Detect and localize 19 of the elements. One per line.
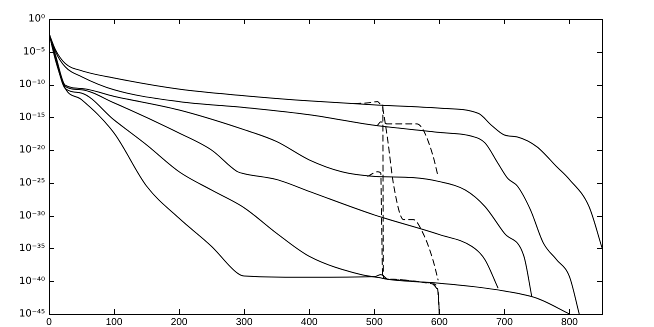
- y-tick-label: 10⁻³⁰: [18, 210, 45, 222]
- y-tick-label: 10⁻⁴⁰: [18, 276, 45, 287]
- y-tick-label: 10⁻¹⁵: [18, 112, 45, 123]
- y-tick-label: 10⁻²⁵: [18, 177, 45, 188]
- x-tick-label: 0: [46, 316, 52, 327]
- x-tick-label: 600: [431, 316, 448, 327]
- x-tick-label: 800: [561, 316, 578, 327]
- x-tick-label: 300: [236, 316, 253, 327]
- x-tick-label: 400: [300, 316, 318, 327]
- y-tick-label: 10⁻⁴⁵: [18, 308, 45, 320]
- x-tick-label: 200: [170, 316, 188, 327]
- y-tick-label: 10⁻⁵: [22, 46, 45, 58]
- x-tick-label: 700: [496, 316, 514, 327]
- x-tick-label: 100: [106, 316, 123, 327]
- y-tick-label: 10⁻³⁵: [18, 243, 45, 254]
- y-tick-label: 10⁻¹⁰: [18, 79, 45, 90]
- y-tick-label: 10⁰: [28, 14, 45, 25]
- y-tick-label: 10⁻²⁰: [18, 144, 45, 156]
- x-tick-label: 500: [366, 316, 384, 327]
